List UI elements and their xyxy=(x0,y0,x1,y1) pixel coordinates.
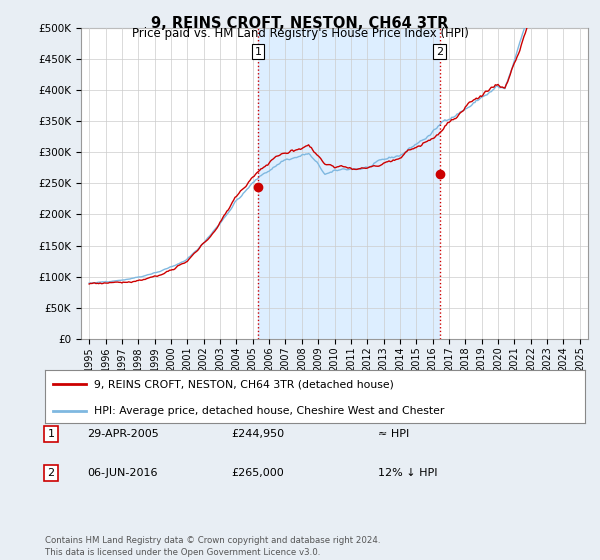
Text: £244,950: £244,950 xyxy=(231,429,284,439)
Text: 2: 2 xyxy=(47,468,55,478)
Bar xyxy=(258,28,440,339)
Text: 9, REINS CROFT, NESTON, CH64 3TR (detached house): 9, REINS CROFT, NESTON, CH64 3TR (detach… xyxy=(94,380,394,390)
Text: HPI: Average price, detached house, Cheshire West and Chester: HPI: Average price, detached house, Ches… xyxy=(94,406,444,416)
Text: Price paid vs. HM Land Registry's House Price Index (HPI): Price paid vs. HM Land Registry's House … xyxy=(131,27,469,40)
Text: 1: 1 xyxy=(47,429,55,439)
Text: ≈ HPI: ≈ HPI xyxy=(378,429,409,439)
Text: £265,000: £265,000 xyxy=(231,468,284,478)
Text: 1: 1 xyxy=(254,46,262,57)
Text: 29-APR-2005: 29-APR-2005 xyxy=(87,429,159,439)
Text: 9, REINS CROFT, NESTON, CH64 3TR: 9, REINS CROFT, NESTON, CH64 3TR xyxy=(151,16,449,31)
Text: Contains HM Land Registry data © Crown copyright and database right 2024.
This d: Contains HM Land Registry data © Crown c… xyxy=(45,536,380,557)
Text: 06-JUN-2016: 06-JUN-2016 xyxy=(87,468,157,478)
Text: 12% ↓ HPI: 12% ↓ HPI xyxy=(378,468,437,478)
Text: 2: 2 xyxy=(436,46,443,57)
